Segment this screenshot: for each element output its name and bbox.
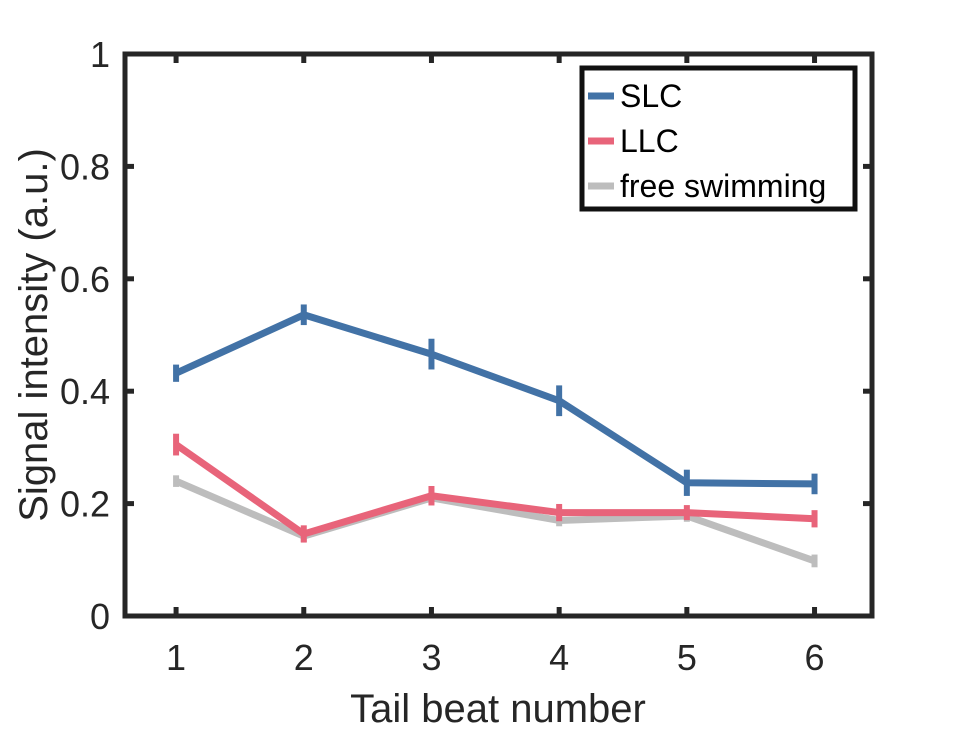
y-tick-label: 0.4	[60, 371, 110, 412]
tick-labels: 1 2 3 4 5 6 0 0.2 0.4 0.6 0.8 1	[60, 34, 825, 678]
legend: SLC LLC free swimming	[579, 65, 858, 212]
series-llc	[173, 433, 818, 543]
data-point	[812, 481, 817, 486]
x-tick-label: 1	[166, 637, 186, 678]
series-line	[174, 477, 816, 565]
series-line	[174, 311, 815, 488]
y-axis-title: Signal intensity (a.u.)	[12, 148, 56, 522]
plot-area-frame	[122, 51, 875, 619]
y-tick-label: 0.2	[60, 484, 110, 525]
data-point	[557, 510, 562, 515]
data-point	[812, 516, 817, 521]
series-free-swimming	[173, 475, 818, 568]
data-point	[301, 312, 306, 317]
data-series	[173, 304, 818, 568]
legend-label: SLC	[620, 78, 682, 114]
x-tick-label: 3	[421, 637, 441, 678]
data-point	[429, 493, 434, 498]
y-tick-label: 0.8	[60, 146, 110, 187]
legend-label: free swimming	[620, 168, 826, 204]
x-tick-label: 4	[549, 637, 569, 678]
x-axis-title: Tail beat number	[350, 687, 646, 731]
data-point	[174, 479, 179, 484]
data-point	[429, 352, 434, 357]
data-point	[812, 558, 817, 563]
legend-box	[579, 65, 858, 212]
x-tick-label: 5	[677, 637, 697, 678]
data-point	[557, 398, 562, 403]
data-point	[174, 371, 179, 376]
x-tick-label: 2	[294, 637, 314, 678]
y-tick-label: 0.6	[60, 259, 110, 300]
legend-label: LLC	[620, 123, 679, 159]
x-tick-label: 6	[805, 637, 825, 678]
y-tick-label: 0	[90, 596, 110, 637]
data-point	[301, 531, 306, 536]
data-point	[684, 480, 689, 485]
series-line	[174, 441, 815, 538]
y-tick-label: 1	[90, 34, 110, 75]
data-point	[174, 442, 179, 447]
data-point	[684, 510, 689, 515]
series-slc	[173, 304, 818, 496]
